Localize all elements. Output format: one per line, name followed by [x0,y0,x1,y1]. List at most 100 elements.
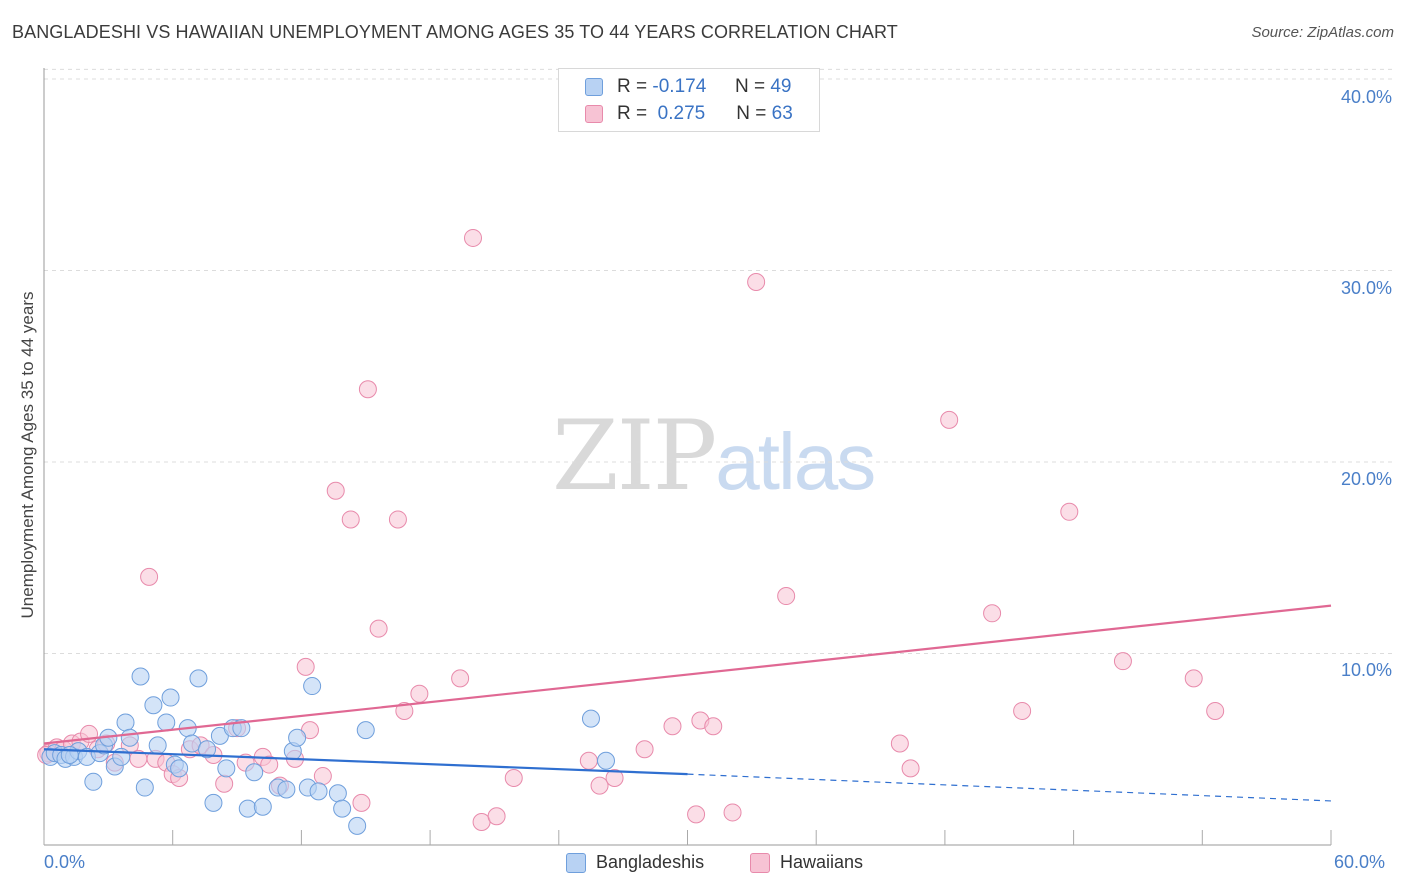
hawaiians-point [579,751,598,770]
legend-n-label: N = [734,76,766,97]
legend-label: Bangladeshis [596,852,705,872]
bangladeshis-point [277,780,296,799]
legend-n-value: 49 [770,76,792,97]
bangladeshis-point [131,667,150,686]
hawaiians-point [605,768,624,787]
hawaiians-point [1206,701,1225,720]
hawaiians-point [723,803,742,822]
hawaiians-point [296,657,315,676]
hawaiians-point [215,774,234,793]
bangladeshis-point [135,778,154,797]
hawaiians-point [1013,701,1032,720]
hawaiians-point [704,717,723,736]
hawaiians-point [464,228,482,247]
bangladeshis-point [148,736,167,755]
bangladeshis-point [198,740,217,759]
bangladeshis-point [157,713,176,732]
y-axis-label: Unemployment Among Ages 35 to 44 years [18,291,37,619]
hawaiians-point [487,807,506,826]
bangladeshis-point [253,797,272,816]
source-label: Source: ZipAtlas.com [1251,24,1394,41]
chart-title: BANGLADESHI VS HAWAIIAN UNEMPLOYMENT AMO… [12,22,898,42]
hawaiians-point [140,567,159,586]
legend-row-hawaiians: R = 0.275 N = 63 [585,102,793,126]
bangladeshis-trend-extension [687,773,1332,802]
bangladeshis-point [189,669,208,688]
bangladeshis-point [120,728,139,747]
y-tick-40: 40.0% [1340,87,1392,107]
legend-row-bangladeshis: R = -0.174 N = 49 [585,75,791,99]
correlation-legend: R = -0.174 N = 49 R = 0.275 N = 63 [558,68,820,132]
hawaiians-point [1060,502,1079,521]
legend-r-label: R = [617,103,648,124]
hawaiians-point [1184,669,1203,688]
legend-item-hawaiians: Hawaiians [750,852,863,873]
hawaiians-point [352,793,371,812]
hawaiians-point [504,768,523,787]
bangladeshis-point [161,688,180,707]
legend-r-value: 0.275 [657,103,706,124]
hawaiians-point [260,755,279,774]
bangladeshis-point [238,799,257,818]
watermark-zip: ZIP [552,400,717,512]
hawaiians-point [635,740,654,759]
legend-r-label: R = [617,76,648,97]
bangladeshis-point [84,772,103,791]
hawaiians-point [777,587,796,606]
bangladeshis-point [333,799,352,818]
pink-swatch [750,852,770,873]
hawaiians-point [388,510,407,529]
hawaiians-point [326,481,345,500]
bangladeshis-point [581,709,600,728]
bangladeshis-point [116,713,135,732]
bangladeshis-point [309,782,328,801]
grid-lines [44,68,1392,654]
hawaiians-point [395,701,414,720]
hawaiians-point [451,669,470,688]
axes [43,68,1332,846]
pink-swatch [585,105,603,123]
bangladeshis-point [596,751,615,770]
y-tick-30: 30.0% [1340,278,1392,298]
trend-lines [43,604,1332,802]
y-tick-20: 20.0% [1340,469,1392,489]
hawaiians-point [890,734,909,753]
bangladeshis-trend-line [43,748,688,776]
blue-swatch [566,852,586,873]
bangladeshis-point [217,759,236,778]
hawaiians-point [687,805,706,824]
x-tick-60: 60.0% [1334,852,1386,872]
bangladeshis-point [144,696,163,715]
legend-n-value: 63 [771,103,793,124]
y-tick-10: 10.0% [1340,660,1392,680]
bangladeshis-point [356,721,375,740]
hawaiians-point [983,604,1002,623]
legend-label: Hawaiians [780,852,864,872]
hawaiians-point [410,684,429,703]
hawaiians-point [358,380,377,399]
bangladeshis-point [204,793,223,812]
hawaiians-point [590,776,609,795]
hawaiians-trend-line [43,604,1332,745]
bangladeshis-point [303,677,322,696]
legend-r-value: -0.174 [652,76,707,97]
hawaiians-point [341,510,360,529]
blue-swatch [585,78,603,96]
bangladeshis-point [245,763,264,782]
bangladeshis-point [183,734,202,753]
hawaiians-point [747,272,766,291]
hawaiians-point [663,717,682,736]
hawaiians-point [472,813,491,832]
hawaiians-point [901,759,920,778]
watermark: ZIPatlas [552,400,876,512]
bangladeshis-point [348,816,367,835]
hawaiians-point [369,619,388,638]
legend-item-bangladeshis: Bangladeshis [566,852,704,873]
legend-n-label: N = [736,103,767,124]
hawaiians-point [940,410,959,429]
bangladeshis-point [288,728,307,747]
bangladeshis-point [328,784,347,803]
hawaiians-point [313,767,332,786]
bangladeshis-points [41,667,615,835]
